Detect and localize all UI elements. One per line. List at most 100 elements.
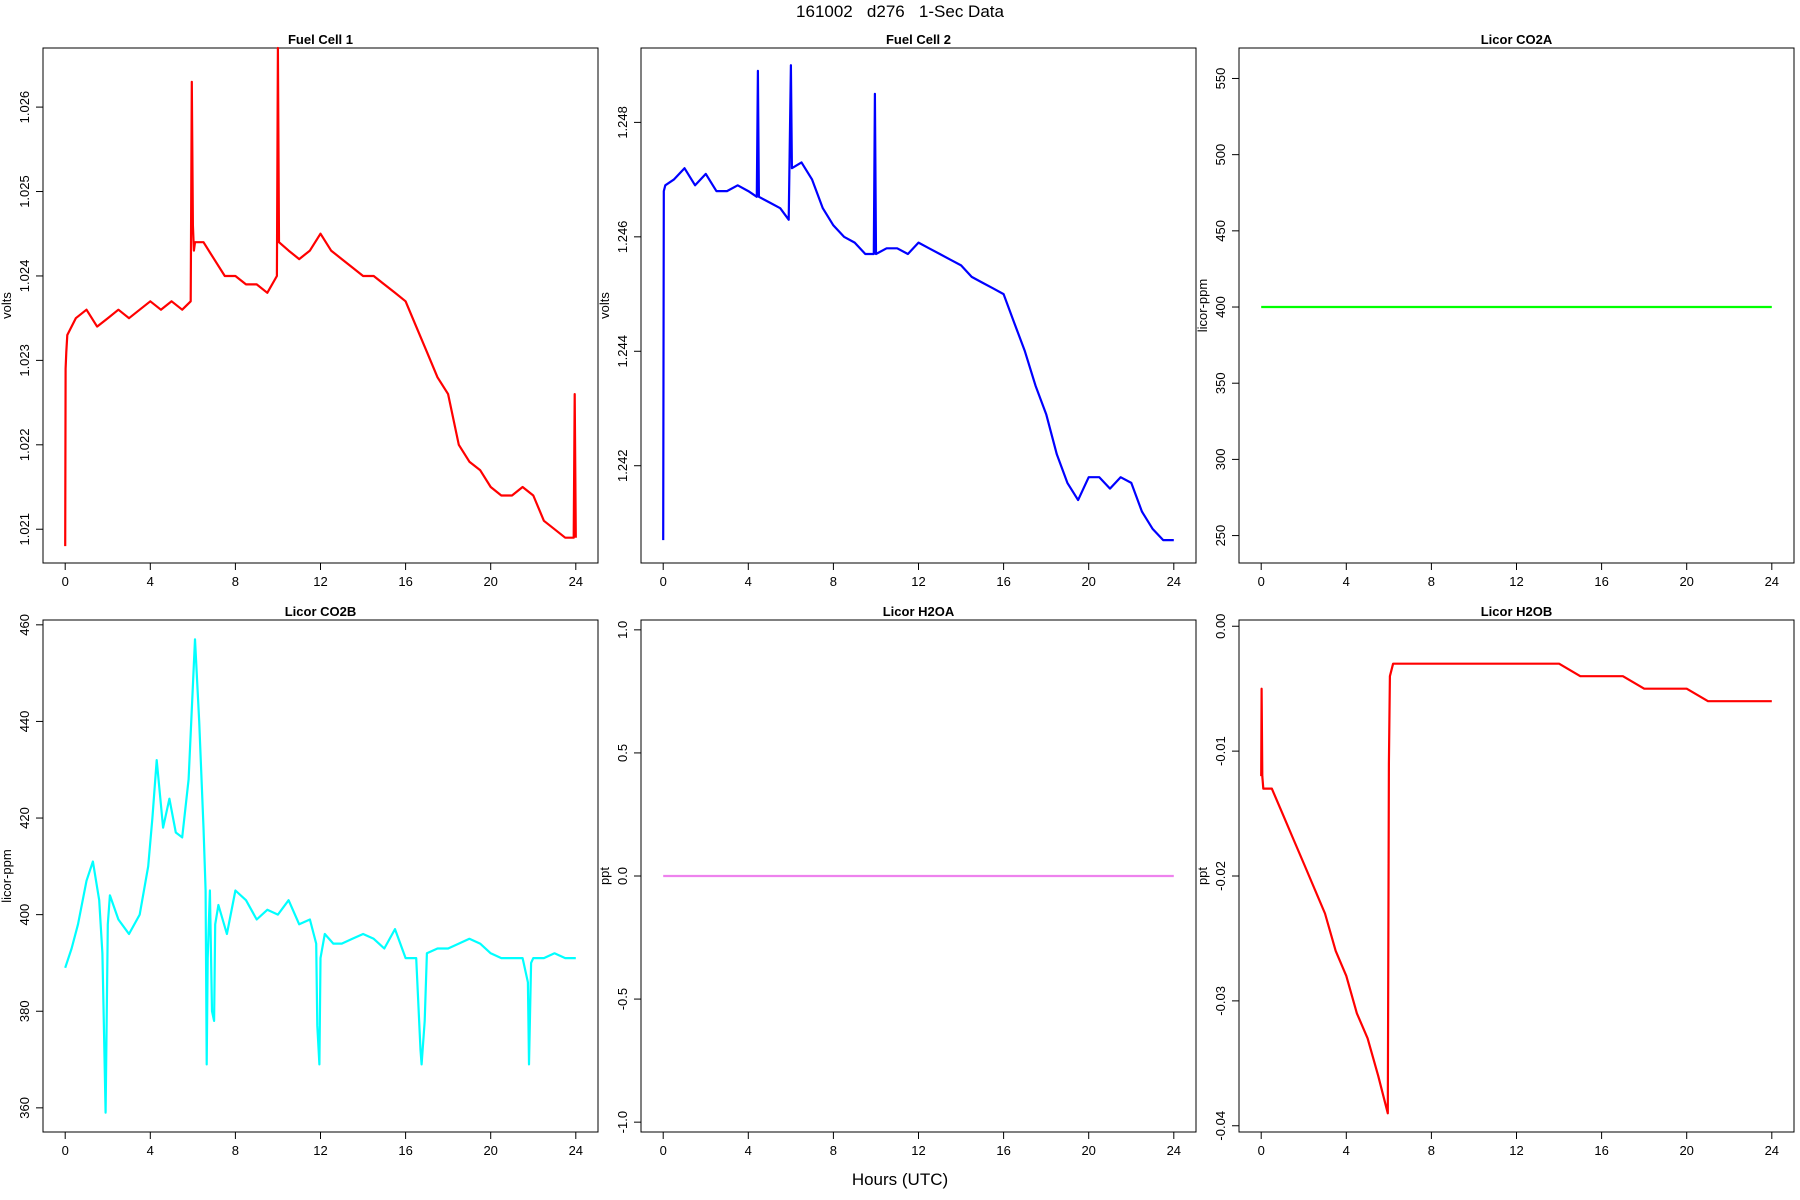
x-axis-title: Hours (UTC) (851, 1170, 949, 1189)
y-tick-label: -0.04 (1213, 1111, 1228, 1141)
y-tick-label: 300 (1213, 449, 1228, 471)
y-tick-label: 0.0 (615, 867, 630, 885)
x-tick-label: 16 (996, 1143, 1010, 1158)
plot-frame (1238, 619, 1795, 1133)
panel-title: Licor H2OB (1481, 604, 1553, 619)
y-tick-label: -1.0 (615, 1111, 630, 1133)
panel-title: Licor CO2B (285, 604, 357, 619)
y-tick-label: 1.023 (17, 344, 32, 377)
y-tick-label: -0.5 (615, 988, 630, 1010)
y-tick-label: 250 (1213, 525, 1228, 547)
series-line-fuel-cell-1 (64, 46, 577, 547)
y-tick-label: -0.02 (1213, 861, 1228, 891)
panel-title: Licor H2OA (883, 604, 955, 619)
x-tick-label: 0 (62, 574, 69, 589)
x-tick-label: 4 (745, 574, 752, 589)
y-tick-label: 1.248 (615, 106, 630, 139)
y-tick-label: 1.244 (615, 335, 630, 368)
x-tick-label: 8 (1428, 574, 1435, 589)
x-tick-label: 4 (745, 1143, 752, 1158)
x-tick-label: 20 (1679, 1143, 1693, 1158)
x-tick-label: 12 (1509, 574, 1523, 589)
y-tick-label: 380 (17, 1000, 32, 1022)
panel-fuel-cell-2: Fuel Cell 2 0 4 8 12 16 20 24 1.242 1.244 1.246 1.2… (597, 32, 1197, 589)
y-tick-label: 500 (1213, 144, 1228, 166)
y-axis-label: licor-ppm (0, 849, 14, 902)
plot-frame (42, 47, 599, 564)
x-tick-label: 20 (1679, 574, 1693, 589)
y-tick-label: 1.025 (17, 175, 32, 208)
y-tick-label: 420 (17, 807, 32, 829)
y-tick-label: 400 (17, 904, 32, 926)
x-tick-label: 24 (569, 1143, 583, 1158)
y-axis-label: volts (597, 292, 612, 319)
y-tick-label: 360 (17, 1097, 32, 1119)
y-axis-label: volts (0, 292, 14, 319)
y-tick-label: 1.0 (615, 621, 630, 639)
y-tick-label: 400 (1213, 296, 1228, 318)
x-tick-label: 0 (660, 1143, 667, 1158)
panel-licor-co2a: Licor CO2A 0 4 8 12 16 20 24 250 300 350 400 450 500 5… (1195, 32, 1795, 589)
x-tick-label: 20 (1081, 574, 1095, 589)
x-tick-label: 0 (660, 574, 667, 589)
x-tick-label: 16 (996, 574, 1010, 589)
x-tick-label: 20 (483, 574, 497, 589)
x-tick-label: 8 (232, 1143, 239, 1158)
x-tick-label: 12 (313, 574, 327, 589)
x-tick-label: 16 (1594, 574, 1608, 589)
y-tick-label: 1.024 (17, 260, 32, 293)
x-tick-label: 0 (1258, 1143, 1265, 1158)
y-tick-label: 0.00 (1213, 614, 1228, 639)
series-line-licor-co2b (64, 638, 576, 1114)
x-tick-label: 20 (483, 1143, 497, 1158)
panel-licor-h2oa: Licor H2OA 0 4 8 12 16 20 24 -1.0 -0.5 0.0 0.5 1.0 pp… (597, 604, 1197, 1158)
x-tick-label: 4 (147, 1143, 154, 1158)
y-tick-label: 350 (1213, 372, 1228, 394)
panel-licor-co2b: Licor CO2B 0 4 8 12 16 20 24 360 380 400 420 440 460 l… (0, 604, 599, 1158)
y-tick-label: 550 (1213, 68, 1228, 90)
x-tick-label: 8 (1428, 1143, 1435, 1158)
panel-title: Fuel Cell 2 (886, 32, 951, 47)
x-tick-label: 12 (1509, 1143, 1523, 1158)
x-tick-label: 12 (911, 574, 925, 589)
y-tick-label: 1.021 (17, 513, 32, 546)
figure-title: 161002 d276 1-Sec Data (796, 2, 1004, 21)
y-tick-label: -0.01 (1213, 736, 1228, 766)
panel-title: Licor CO2A (1481, 32, 1553, 47)
x-tick-label: 8 (830, 574, 837, 589)
panel-licor-h2ob: Licor H2OB 0 4 8 12 16 20 24 -0.04 -0.03 -0.02 -0.0… (1195, 604, 1795, 1158)
x-tick-label: 0 (62, 1143, 69, 1158)
x-tick-label: 16 (398, 574, 412, 589)
panel-fuel-cell-1: Fuel Cell 1 0 4 8 12 16 20 24 1.021 1.022 1.023 1.0… (0, 32, 599, 589)
x-tick-label: 4 (1343, 1143, 1350, 1158)
x-tick-label: 24 (1765, 1143, 1779, 1158)
y-axis-label: licor-ppm (1195, 279, 1210, 332)
series-line-licor-h2ob (1260, 662, 1772, 1115)
y-tick-label: 460 (17, 614, 32, 636)
y-tick-label: 1.022 (17, 429, 32, 462)
x-tick-label: 8 (830, 1143, 837, 1158)
x-tick-label: 16 (1594, 1143, 1608, 1158)
x-tick-label: 8 (232, 574, 239, 589)
y-tick-label: 450 (1213, 220, 1228, 242)
x-tick-label: 24 (1167, 1143, 1181, 1158)
x-tick-label: 4 (147, 574, 154, 589)
x-tick-label: 0 (1258, 574, 1265, 589)
y-tick-label: 0.5 (615, 744, 630, 762)
panel-title: Fuel Cell 1 (288, 32, 353, 47)
y-axis-label: ppt (597, 867, 612, 885)
y-tick-label: 1.246 (615, 221, 630, 254)
x-tick-label: 24 (569, 574, 583, 589)
y-tick-label: 1.026 (17, 91, 32, 124)
y-axis-label: ppt (1195, 867, 1210, 885)
plot-frame (1238, 47, 1795, 564)
x-tick-label: 12 (313, 1143, 327, 1158)
y-tick-label: 440 (17, 711, 32, 733)
x-tick-label: 24 (1167, 574, 1181, 589)
x-tick-label: 24 (1765, 574, 1779, 589)
y-tick-label: -0.03 (1213, 986, 1228, 1016)
y-tick-label: 1.242 (615, 449, 630, 482)
x-tick-label: 16 (398, 1143, 412, 1158)
x-tick-label: 20 (1081, 1143, 1095, 1158)
